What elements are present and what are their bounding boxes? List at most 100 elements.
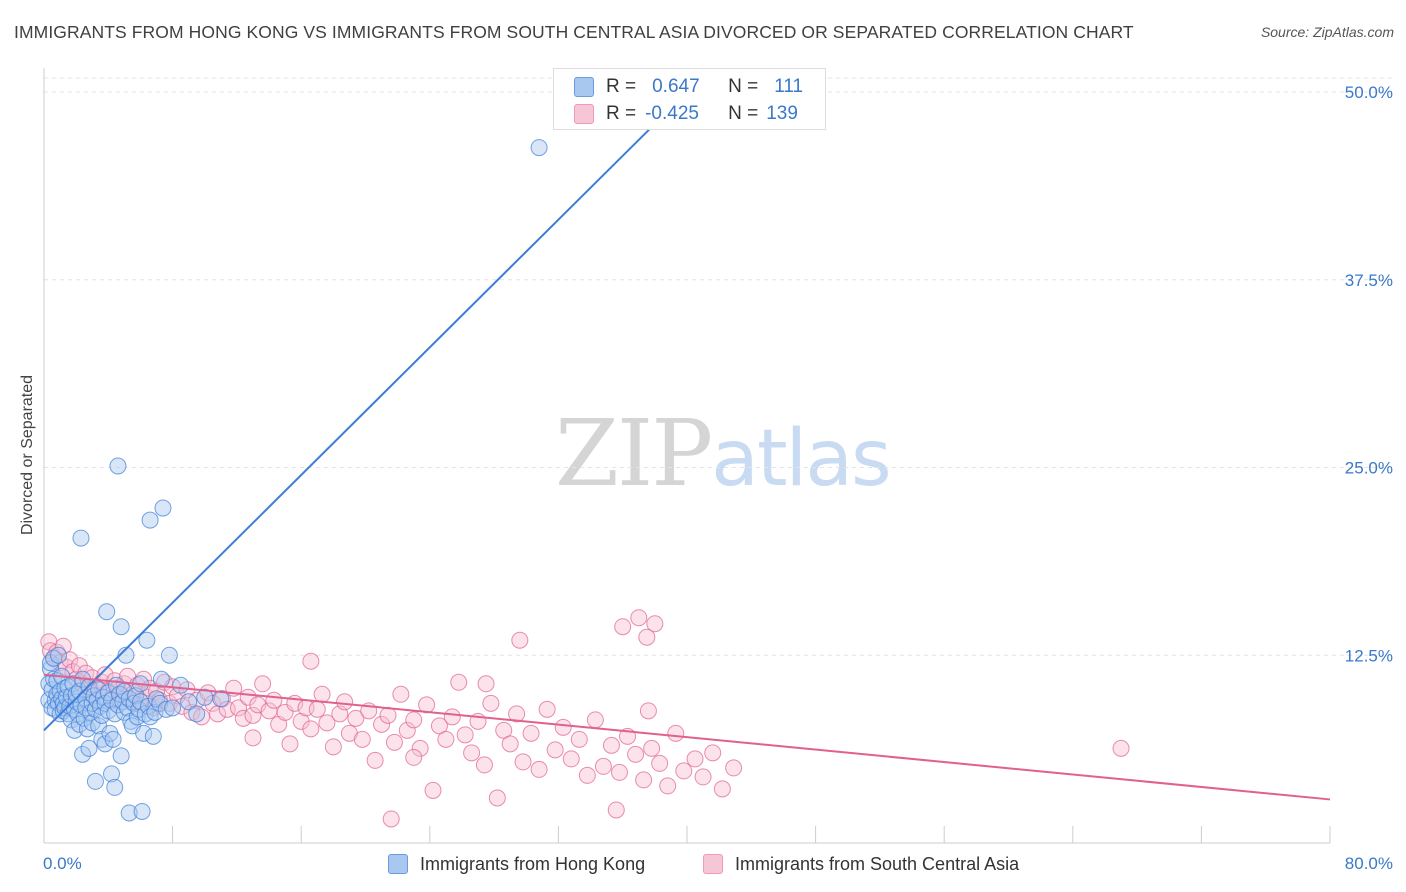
south-central-asia-point [639,702,657,720]
south-central-asia-point [411,739,429,757]
hong-kong-point [160,646,178,664]
south-central-asia-point [610,763,628,781]
south-central-asia-point [398,721,416,739]
n-label: N = [728,76,759,97]
south-central-asia-legend-swatch [703,854,723,874]
south-central-asia-point [614,618,632,636]
south-central-asia-point [230,699,248,717]
south-central-asia-point [638,628,656,646]
n-label: N = [728,103,759,124]
south-central-asia-point [366,751,384,769]
hong-kong-point [146,703,164,721]
x-tick-label-max: 80.0% [1345,854,1393,873]
legend-item-south-central-asia[interactable]: Immigrants from South Central Asia [703,850,1019,878]
south-central-asia-point [385,733,403,751]
hong-kong-point [212,690,230,708]
hong-kong-point [141,708,159,726]
hong-kong-point [103,765,121,783]
hong-kong-point [180,693,198,711]
south-central-asia-point [643,739,661,757]
south-central-asia-point [456,726,474,744]
south-central-asia-point [694,768,712,786]
south-central-asia-point [324,738,342,756]
south-central-asia-point [667,724,685,742]
south-central-asia-point [651,754,669,772]
south-central-asia-swatch [574,104,594,124]
south-central-asia-point [318,714,336,732]
south-central-asia-point [313,685,331,703]
hong-kong-point [49,646,67,664]
south-central-asia-point [475,756,493,774]
south-central-asia-point [586,711,604,729]
south-central-asia-point [382,810,400,828]
south-central-asia-point [704,744,722,762]
hong-kong-point [74,745,92,763]
hong-kong-point [45,649,63,667]
south-central-asia-point [405,711,423,729]
trend-lines [43,91,1331,801]
zipatlas-watermark: ZIPatlas [555,400,892,507]
r-label: R = [606,76,637,97]
hong-kong-point [112,618,130,636]
hong-kong-point [133,802,151,820]
hong-kong-point [72,529,90,547]
south-central-asia-point [281,735,299,753]
south-central-asia-point [482,694,500,712]
hong-kong-point [188,705,206,723]
hong-kong-point [120,804,138,822]
south-central-asia-point [96,666,114,684]
r-label: R = [606,103,637,124]
legend-item-hong-kong[interactable]: Immigrants from Hong Kong [388,850,645,878]
n-value: 111 [774,76,804,97]
hong-kong-point [148,690,166,708]
south-central-asia-point [554,718,572,736]
hong-kong-point [80,739,98,757]
south-central-asia-point [450,673,468,691]
hong-kong-point [67,685,85,703]
south-central-asia-point [424,781,442,799]
south-central-asia-trend-line [43,673,1331,801]
r-value: 0.647 [652,76,700,97]
hong-kong-point [154,499,172,517]
axes [43,68,1331,844]
south-central-asia-point [336,693,354,711]
south-central-asia-point [373,715,391,733]
tick-labels: 12.5% 25.0% 37.5% 50.0% 0.0% 80.0% [43,83,1393,873]
south-central-asia-point [511,631,529,649]
hong-kong-point [151,694,169,712]
south-central-asia-point [302,652,320,670]
hong-kong-point [112,747,130,765]
stats-legend: R = 0.647 N = 111 R = -0.425 N = 139 [553,68,826,130]
hong-kong-point [144,727,162,745]
south-central-asia-point [308,700,326,718]
south-central-asia-legend-label: Immigrants from South Central Asia [735,853,1020,874]
south-central-asia-point [578,766,596,784]
hong-kong-point [109,457,127,475]
south-central-asia-point [234,709,252,727]
south-central-asia-point [477,675,495,693]
south-central-asia-point [508,705,526,723]
south-central-asia-point [392,685,410,703]
south-central-asia-point [646,615,664,633]
hong-kong-point [138,631,156,649]
hong-kong-point [164,699,182,717]
y-tick-label: 25.0% [1345,459,1393,478]
south-central-asia-point [463,744,481,762]
south-central-asia-point [244,706,262,724]
south-central-asia-point [265,691,283,709]
south-central-asia-point [501,735,519,753]
y-tick-label: 12.5% [1345,646,1393,665]
chart-title: IMMIGRANTS FROM HONG KONG VS IMMIGRANTS … [14,22,1134,42]
stats-row-hong-kong: R = 0.647 N = 111 [574,74,803,100]
south-central-asia-point [570,730,588,748]
stats-row-south-central-asia: R = -0.425 N = 139 [574,101,798,127]
hong-kong-point [96,735,114,753]
south-central-asia-point [630,609,648,627]
south-central-asia-point [302,720,320,738]
south-central-asia-point [725,759,743,777]
hong-kong-point [104,730,122,748]
hong-kong-point [135,724,153,742]
hong-kong-trend-line [43,91,688,732]
south-central-asia-point [686,750,704,768]
